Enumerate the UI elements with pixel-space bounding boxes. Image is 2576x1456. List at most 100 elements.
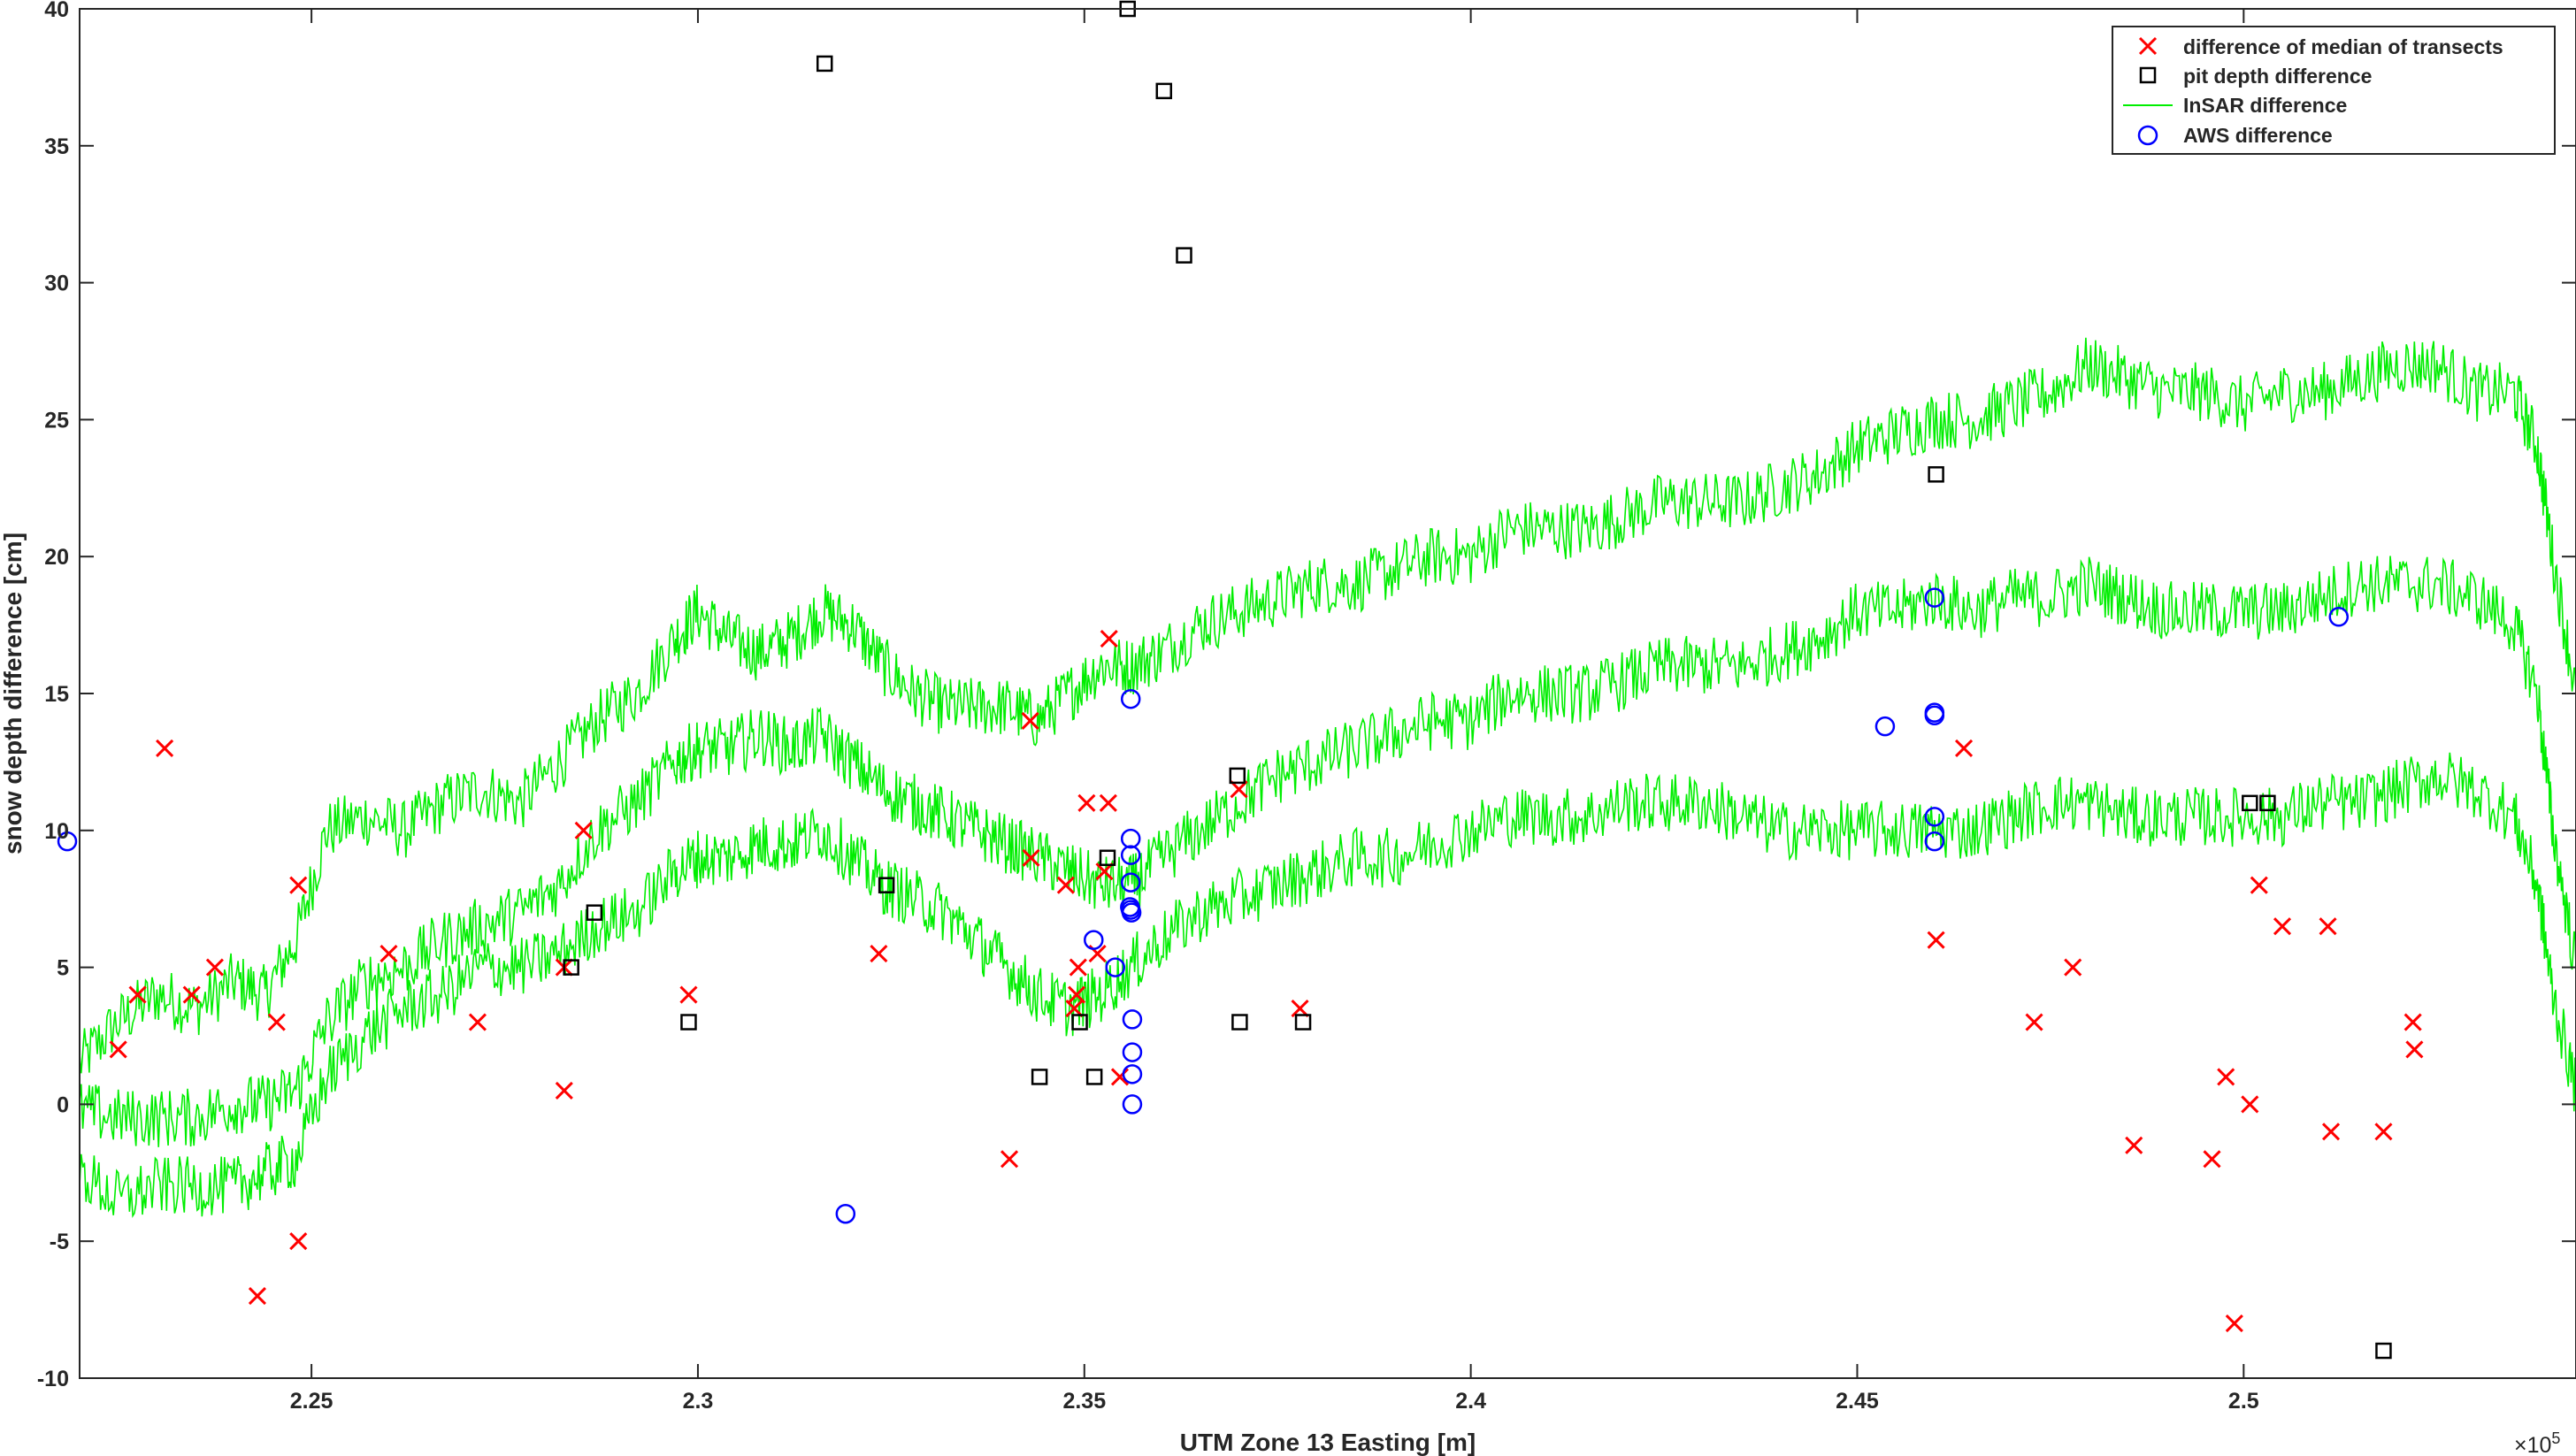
x-axis-exponent: ×105	[2514, 1429, 2560, 1456]
pit-point	[1231, 1014, 1248, 1031]
axis-ticks: 2.25 2.3 2.35 2.4 2.45 2.5 -10 -5 0 5 10 15 20 25 30 35…	[37, 0, 2576, 1414]
transect-point	[555, 1081, 573, 1100]
aws-point	[2328, 607, 2350, 627]
transect-stroke	[2374, 1123, 2393, 1141]
transect-point	[1927, 931, 1945, 949]
transect-point	[1069, 958, 1087, 977]
y-tick-label: 40	[44, 0, 69, 22]
y-tick-label: 20	[44, 545, 69, 570]
transect-point	[2321, 1123, 2341, 1141]
transect-point	[870, 945, 888, 963]
pit-point	[1071, 1014, 1088, 1031]
aws-point	[1120, 872, 1141, 893]
transect-point	[267, 1013, 286, 1031]
legend-label-aws: AWS difference	[2183, 124, 2333, 147]
transect-stroke	[1067, 985, 1086, 1004]
transect-stroke	[2250, 876, 2268, 894]
transect-stroke	[2125, 1136, 2143, 1154]
transect-point	[2217, 1068, 2235, 1086]
transect-stroke	[2404, 1013, 2422, 1031]
transect-stroke	[2025, 1013, 2043, 1031]
legend-square-marker	[2139, 66, 2157, 84]
transect-point	[289, 1232, 308, 1251]
transect-stroke	[248, 1287, 267, 1306]
pit-point	[1229, 767, 1246, 785]
transect-stroke	[468, 1013, 487, 1031]
aws-point	[835, 1203, 856, 1224]
transect-point	[468, 1013, 487, 1031]
insar-series	[79, 337, 2576, 1219]
transect-stroke	[679, 985, 698, 1004]
y-tick-label: 0	[57, 1092, 69, 1117]
pit-point	[816, 55, 833, 73]
x-tick-label: 2.45	[1836, 1389, 1879, 1414]
transect-stroke	[2319, 917, 2337, 936]
legend-circle-marker	[2137, 125, 2158, 146]
transect-point	[2404, 1013, 2422, 1031]
legend: difference of median of transects pit de…	[2112, 26, 2556, 155]
x-axis-label: UTM Zone 13 Easting [m]	[1180, 1429, 1476, 1456]
transect-stroke	[2321, 1123, 2341, 1141]
transect-stroke	[109, 1040, 127, 1059]
pit-point	[1031, 1069, 1048, 1085]
transect-stroke	[2405, 1040, 2424, 1059]
transect-point	[2374, 1123, 2393, 1141]
transect-stroke	[1954, 739, 1974, 757]
transect-point	[1099, 793, 1117, 812]
aws-point	[1120, 828, 1141, 849]
transect-stroke	[1056, 876, 1075, 894]
aws-point	[1924, 587, 1945, 608]
pit-point	[1176, 247, 1192, 264]
transect-point	[2250, 876, 2268, 894]
x-tick-label: 2.35	[1062, 1389, 1106, 1414]
transect-point	[1000, 1150, 1019, 1169]
transect-stroke	[156, 739, 174, 757]
legend-x-marker	[2138, 36, 2158, 56]
x-tick-label: 2.5	[2228, 1389, 2259, 1414]
pit-point	[1085, 1069, 1103, 1085]
transect-stroke	[2064, 958, 2082, 977]
transect-point	[109, 1040, 127, 1059]
transect-point	[1022, 848, 1040, 867]
aws-point	[1120, 688, 1141, 709]
transect-stroke	[205, 958, 224, 977]
transect-point	[1021, 711, 1039, 731]
y-tick-label: 5	[57, 956, 69, 981]
aws-point	[1924, 807, 1945, 827]
transect-point	[2273, 917, 2292, 936]
transect-point	[574, 821, 593, 839]
legend-entry-insar: InSAR difference	[2123, 94, 2347, 117]
transect-point	[2319, 917, 2337, 936]
legend-label-transects: difference of median of transects	[2183, 35, 2503, 58]
y-tick-label: 30	[44, 272, 69, 296]
legend-entry-pits: pit depth difference	[2139, 65, 2372, 88]
transect-stroke	[1022, 848, 1040, 867]
legend-entry-transects: difference of median of transects	[2138, 35, 2503, 58]
transect-point	[2064, 958, 2082, 977]
pit-point	[2259, 794, 2276, 812]
y-tick-label: 35	[44, 134, 69, 159]
transect-stroke	[555, 1081, 573, 1100]
aws-point	[1924, 705, 1945, 726]
transect-stroke	[870, 945, 888, 963]
x-axis-exponent-base: ×10	[2514, 1433, 2551, 1456]
pit-point	[1928, 466, 1944, 483]
legend-box	[2112, 26, 2556, 155]
transect-point	[1954, 739, 1974, 757]
transect-stroke	[1099, 793, 1117, 812]
transect-stroke	[1100, 630, 1118, 648]
transect-stroke	[2203, 1150, 2221, 1169]
transect-point	[2125, 1136, 2143, 1154]
y-tick-label: 25	[44, 408, 69, 433]
transect-stroke	[1069, 958, 1087, 977]
transect-point	[182, 985, 201, 1004]
transect-point	[380, 945, 398, 963]
transect-point	[2025, 1013, 2043, 1031]
transect-stroke	[1095, 862, 1114, 881]
transect-stroke	[128, 985, 147, 1004]
transect-point	[1077, 793, 1096, 812]
y-axis-label: snow depth difference [cm]	[0, 533, 27, 854]
y-tick-label: -5	[50, 1230, 69, 1254]
legend-label-pits: pit depth difference	[2183, 65, 2372, 88]
transect-stroke	[267, 1013, 286, 1031]
